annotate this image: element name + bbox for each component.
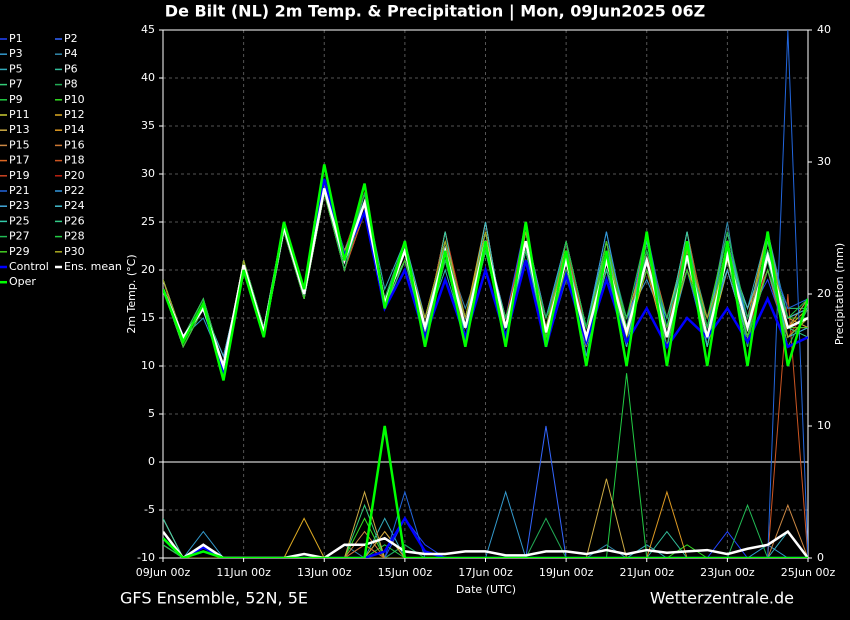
legend-label: P14 xyxy=(64,123,85,136)
legend-label: P19 xyxy=(9,169,30,182)
legend-label: P6 xyxy=(64,62,78,75)
y-axis-label: 2m Temp. (°C) xyxy=(125,254,138,333)
y-tick-label: 40 xyxy=(141,71,155,84)
y-tick-label: -5 xyxy=(144,503,155,516)
legend-label: P18 xyxy=(64,154,85,167)
x-axis-label: Date (UTC) xyxy=(456,583,516,596)
legend-label: P20 xyxy=(64,169,85,182)
legend-label: P5 xyxy=(9,62,23,75)
legend-label: P9 xyxy=(9,93,23,106)
legend-label: P15 xyxy=(9,138,30,151)
temperature-line xyxy=(163,164,808,381)
x-tick-label: 21Jun 00z xyxy=(620,566,675,579)
precipitation-line xyxy=(163,517,808,558)
legend-label: P24 xyxy=(64,199,85,212)
legend-label: P13 xyxy=(9,123,30,136)
legend-label: P26 xyxy=(64,214,85,227)
y2-tick-label: 10 xyxy=(817,419,831,432)
legend-label: P12 xyxy=(64,108,85,121)
legend-label: P7 xyxy=(9,78,23,91)
y-tick-label: 35 xyxy=(141,119,155,132)
y2-tick-label: 20 xyxy=(817,287,831,300)
y2-axis-label: Precipitation (mm) xyxy=(833,243,846,345)
x-tick-label: 15Jun 00z xyxy=(378,566,433,579)
y-tick-label: 15 xyxy=(141,311,155,324)
legend-label: P25 xyxy=(9,214,30,227)
footer-right: Wetterzentrale.de xyxy=(650,589,794,608)
legend-label: P16 xyxy=(64,138,85,151)
x-tick-label: 25Jun 00z xyxy=(781,566,836,579)
y-tick-label: -10 xyxy=(137,551,155,564)
legend-label: P3 xyxy=(9,47,23,60)
legend-label: P29 xyxy=(9,245,30,258)
legend-label: Ens. mean xyxy=(64,260,122,273)
x-tick-label: 11Jun 00z xyxy=(216,566,271,579)
x-tick-label: 23Jun 00z xyxy=(700,566,755,579)
legend-label: P30 xyxy=(64,245,85,258)
y-tick-label: 20 xyxy=(141,263,155,276)
y-tick-label: 25 xyxy=(141,215,155,228)
footer-left: GFS Ensemble, 52N, 5E xyxy=(120,589,308,608)
legend-label: P22 xyxy=(64,184,85,197)
y-tick-label: 5 xyxy=(148,407,155,420)
y2-tick-label: 30 xyxy=(817,155,831,168)
legend-label: P17 xyxy=(9,154,30,167)
legend-label: P2 xyxy=(64,32,78,45)
legend-label: Oper xyxy=(9,275,36,288)
legend-label: P27 xyxy=(9,230,30,243)
y2-tick-label: 40 xyxy=(817,23,831,36)
legend-label: P10 xyxy=(64,93,85,106)
chart-title: De Bilt (NL) 2m Temp. & Precipitation | … xyxy=(165,2,705,22)
precipitation-line xyxy=(163,529,808,558)
legend-label: P4 xyxy=(64,47,78,60)
y2-tick-label: 0 xyxy=(817,551,824,564)
legend-label: P8 xyxy=(64,78,78,91)
y-tick-label: 30 xyxy=(141,167,155,180)
legend-label: P1 xyxy=(9,32,23,45)
legend-label: P28 xyxy=(64,230,85,243)
y-tick-label: 10 xyxy=(141,359,155,372)
y-tick-label: 45 xyxy=(141,23,155,36)
x-tick-label: 17Jun 00z xyxy=(458,566,513,579)
legend-label: P23 xyxy=(9,199,30,212)
x-tick-label: 13Jun 00z xyxy=(297,566,352,579)
legend-label: Control xyxy=(9,260,49,273)
x-tick-label: 09Jun 00z xyxy=(136,566,191,579)
x-tick-label: 19Jun 00z xyxy=(539,566,594,579)
legend-label: P21 xyxy=(9,184,30,197)
legend-label: P11 xyxy=(9,108,30,121)
y-tick-label: 0 xyxy=(148,455,155,468)
